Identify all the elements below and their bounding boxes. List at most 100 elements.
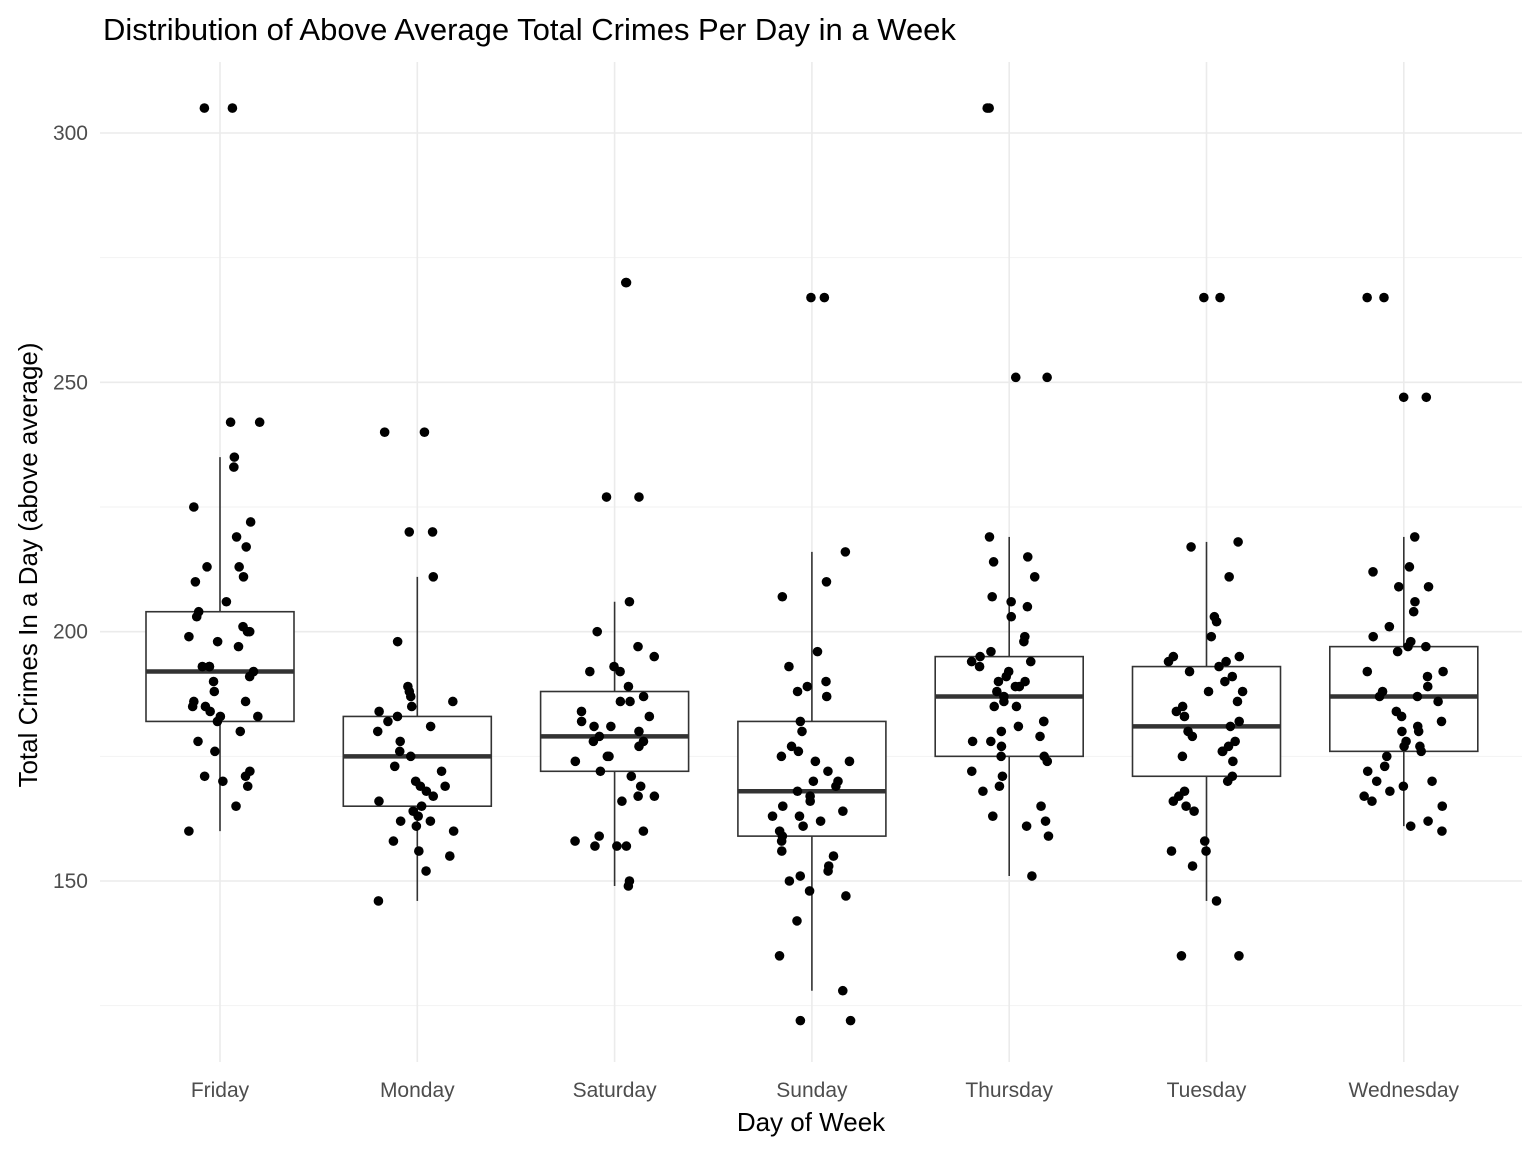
data-point [570, 836, 580, 846]
data-point [193, 736, 203, 747]
data-point [635, 781, 646, 792]
data-point [238, 572, 249, 582]
data-point [379, 427, 390, 438]
data-point [804, 886, 815, 896]
data-point [984, 103, 994, 113]
boxes [145, 457, 1479, 991]
data-point [229, 452, 240, 462]
data-point [233, 641, 244, 652]
data-point [1199, 836, 1210, 846]
data-point [978, 786, 988, 797]
data-point [1001, 671, 1012, 682]
data-point [1422, 681, 1433, 692]
data-point [1438, 666, 1448, 677]
data-point [590, 841, 600, 851]
data-point [1036, 801, 1046, 811]
data-point [996, 741, 1007, 752]
data-point [204, 661, 215, 672]
data-point [1010, 681, 1021, 692]
data-point [1393, 581, 1404, 592]
data-point [823, 766, 833, 777]
data-point [1211, 616, 1222, 627]
data-point [1367, 796, 1377, 807]
data-point [999, 696, 1009, 707]
data-point [601, 492, 612, 502]
data-point [405, 751, 416, 762]
data-point [1374, 691, 1385, 702]
data-point [1362, 292, 1372, 303]
data-point [1408, 606, 1419, 617]
data-point [1398, 392, 1409, 403]
data-point [1230, 736, 1240, 747]
data-point [967, 736, 978, 747]
data-point [411, 821, 422, 831]
x-tick-label: Monday [380, 1079, 455, 1102]
data-point [191, 611, 202, 622]
data-point [392, 711, 403, 722]
data-point [413, 811, 423, 821]
data-point [1427, 776, 1437, 787]
data-point [440, 781, 450, 792]
data-point [649, 651, 660, 662]
data-point [1042, 372, 1052, 383]
data-point [406, 701, 417, 712]
data-point [819, 292, 830, 303]
data-point [1166, 846, 1177, 856]
data-point [1225, 721, 1236, 732]
data-point [373, 896, 384, 906]
y-tick-label: 200 [53, 621, 88, 644]
data-point [576, 716, 587, 727]
data-point [589, 721, 599, 732]
data-point [389, 761, 400, 772]
data-point [1359, 791, 1369, 802]
data-point [604, 751, 614, 762]
data-point [821, 577, 832, 587]
x-tick-label: Friday [191, 1079, 250, 1102]
data-point [1184, 666, 1195, 677]
data-point [774, 951, 785, 961]
data-point [612, 841, 622, 851]
data-point [372, 726, 383, 737]
data-point [419, 427, 430, 438]
data-point [1006, 611, 1017, 622]
data-point [425, 816, 436, 826]
data-point [184, 826, 194, 836]
data-point [1163, 656, 1174, 667]
data-point [812, 646, 823, 657]
data-point [1437, 826, 1447, 836]
data-point [984, 532, 995, 542]
data-point [421, 786, 432, 797]
data-point [1215, 292, 1225, 303]
data-point [189, 502, 199, 512]
data-point [190, 577, 201, 587]
data-point [240, 696, 251, 707]
data-point [374, 706, 384, 717]
data-point [1027, 871, 1037, 881]
data-point [1237, 686, 1248, 697]
data-point [187, 701, 198, 712]
data-point [1011, 701, 1022, 712]
data-point [1040, 816, 1051, 826]
data-point [794, 811, 805, 821]
data-point [1227, 671, 1238, 682]
data-point [234, 562, 244, 572]
data-point [1042, 756, 1053, 767]
data-point [634, 726, 644, 737]
data-point [845, 1015, 856, 1026]
data-point [1021, 821, 1032, 831]
data-point [634, 492, 644, 502]
data-point [844, 756, 855, 767]
data-point [1035, 731, 1045, 742]
data-point [623, 681, 634, 692]
data-point [448, 696, 458, 707]
data-point [1410, 596, 1420, 607]
data-point [209, 686, 220, 697]
data-point [1437, 801, 1448, 811]
data-point [1384, 621, 1395, 632]
data-point [1412, 691, 1423, 702]
data-point [776, 846, 787, 856]
y-axis-title: Total Crimes In a Day (above average) [13, 342, 43, 787]
data-point [1398, 781, 1409, 792]
data-point [795, 871, 806, 881]
data-point [828, 851, 839, 861]
